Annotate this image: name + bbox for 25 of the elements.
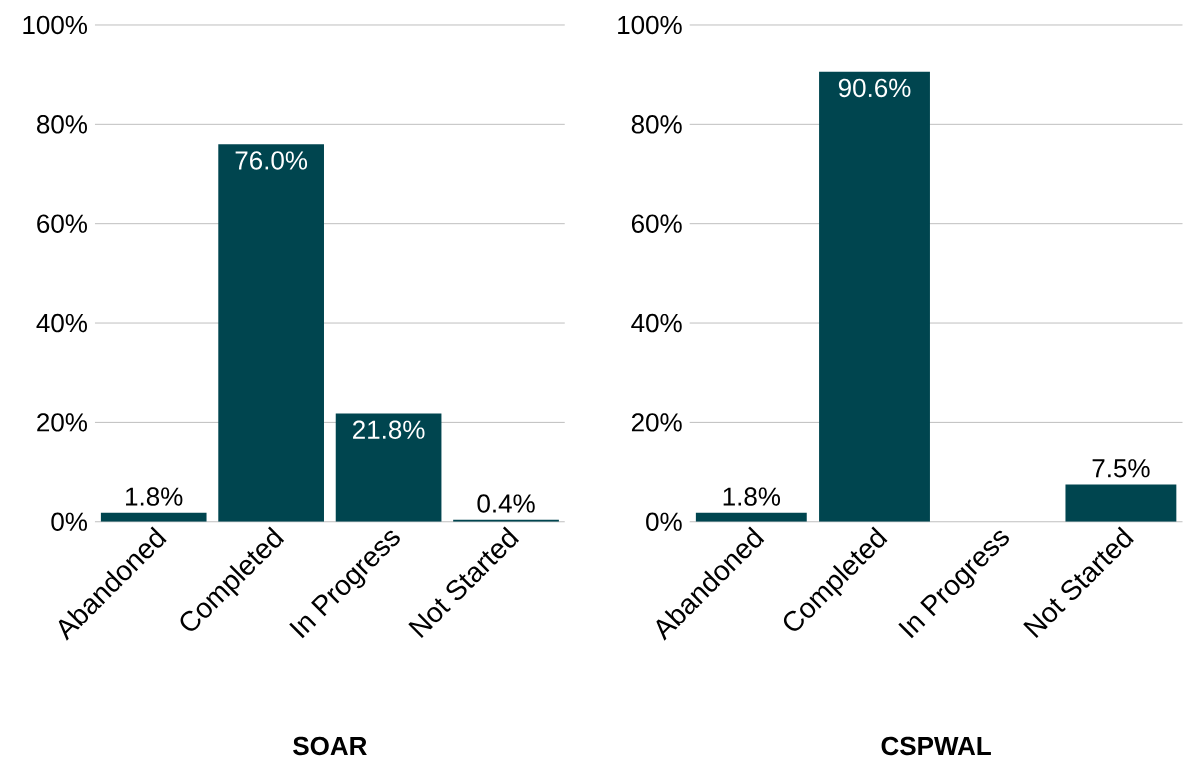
bar bbox=[218, 144, 324, 522]
data-label: 7.5% bbox=[1092, 459, 1150, 478]
data-label: 0.4% bbox=[477, 494, 535, 513]
y-tick-label: 80% bbox=[631, 115, 682, 134]
y-tick-label: 100% bbox=[23, 15, 87, 35]
bar bbox=[1065, 484, 1177, 522]
y-tick-label: 100% bbox=[618, 15, 682, 35]
data-label: 21.8% bbox=[353, 420, 425, 440]
y-tick-label: 40% bbox=[36, 314, 87, 333]
bar bbox=[335, 413, 442, 522]
y-tick-label: 80% bbox=[37, 115, 87, 134]
y-tick-label: 40% bbox=[631, 314, 682, 333]
data-label: 90.6% bbox=[838, 78, 911, 98]
bar bbox=[819, 71, 930, 522]
bar bbox=[100, 512, 207, 522]
text: CSPWAL bbox=[881, 736, 991, 756]
data-label: 1.8% bbox=[723, 487, 781, 506]
data-label: 1.8% bbox=[126, 487, 183, 506]
text: SOAR bbox=[293, 736, 367, 756]
data-label: 76.0% bbox=[235, 151, 308, 170]
y-tick-label: 60% bbox=[631, 214, 682, 234]
y-tick-label: 20% bbox=[631, 413, 682, 432]
y-tick-label: 60% bbox=[37, 214, 87, 234]
bar bbox=[695, 512, 807, 522]
y-tick-label: 20% bbox=[37, 413, 87, 432]
